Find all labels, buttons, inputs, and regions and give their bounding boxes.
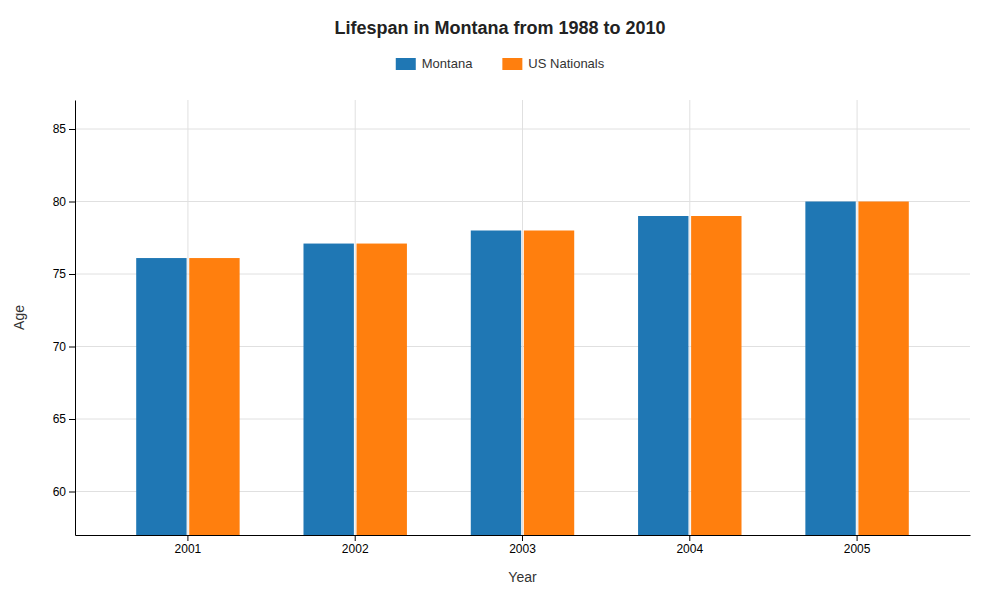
series — [189, 202, 909, 536]
tick-mark — [69, 274, 75, 275]
bar — [136, 258, 186, 535]
tick: 85 — [53, 122, 75, 136]
y-axis-title: Age — [11, 305, 27, 330]
tick-mark — [857, 535, 858, 541]
tick: 70 — [53, 340, 75, 354]
bars — [136, 202, 909, 536]
bar — [471, 231, 521, 536]
grid — [75, 100, 970, 535]
tick: 80 — [53, 195, 75, 209]
tick-label: 2001 — [175, 542, 202, 556]
grid-line — [522, 100, 523, 535]
tick: 60 — [53, 485, 75, 499]
tick-label: 2002 — [342, 542, 369, 556]
tick-mark — [69, 347, 75, 348]
grid-line — [355, 100, 356, 535]
legend-swatch — [502, 58, 522, 70]
tick-mark — [187, 535, 188, 541]
grid-line — [187, 100, 188, 535]
tick: 2001 — [175, 535, 202, 556]
axis-line — [75, 101, 76, 536]
legend: Montana US Nationals — [396, 56, 605, 71]
tick-mark — [69, 129, 75, 130]
tick-label: 65 — [53, 412, 67, 426]
tick-label: 70 — [53, 340, 67, 354]
tick-label: 85 — [53, 122, 67, 136]
x-axis-title: Year — [508, 569, 537, 585]
tick-mark — [69, 202, 75, 203]
bar — [805, 202, 855, 536]
tick: 65 — [53, 412, 75, 426]
tick-label: 2004 — [676, 542, 703, 556]
tick: 75 — [53, 267, 75, 281]
tick-mark — [689, 535, 690, 541]
bar — [303, 244, 353, 535]
tick: 2005 — [844, 535, 871, 556]
tick: 2002 — [342, 535, 369, 556]
legend-item: US Nationals — [502, 56, 604, 71]
legend-label: US Nationals — [528, 56, 604, 71]
title: Lifespan in Montana from 1988 to 2010 — [334, 18, 665, 38]
bar — [189, 258, 239, 535]
plot: 2001 2002 2003 2004 2005 60 65 70 75 80 85 — [53, 100, 971, 556]
bar — [858, 202, 908, 536]
y-axis: 60 65 70 75 80 85 — [53, 101, 76, 536]
bar — [638, 216, 688, 535]
tick-label: 80 — [53, 195, 67, 209]
legend-label: Montana — [422, 56, 473, 71]
tick-label: 2003 — [509, 542, 536, 556]
tick-mark — [69, 492, 75, 493]
series — [136, 202, 856, 536]
bar — [357, 244, 407, 535]
bar — [691, 216, 741, 535]
legend-swatch — [396, 58, 416, 70]
tick-mark — [69, 419, 75, 420]
bar — [524, 231, 574, 536]
chart: 2001 2002 2003 2004 2005 60 65 70 75 80 85 Year Age L… — [0, 0, 1000, 600]
tick: 2004 — [676, 535, 703, 556]
legend-item: Montana — [396, 56, 473, 71]
tick-label: 2005 — [844, 542, 871, 556]
tick-label: 60 — [53, 485, 67, 499]
tick-label: 75 — [53, 267, 67, 281]
x-axis: 2001 2002 2003 2004 2005 — [76, 535, 971, 556]
tick: 2003 — [509, 535, 536, 556]
grid-line — [857, 100, 858, 535]
tick-mark — [522, 535, 523, 541]
tick-mark — [355, 535, 356, 541]
grid-line — [689, 100, 690, 535]
